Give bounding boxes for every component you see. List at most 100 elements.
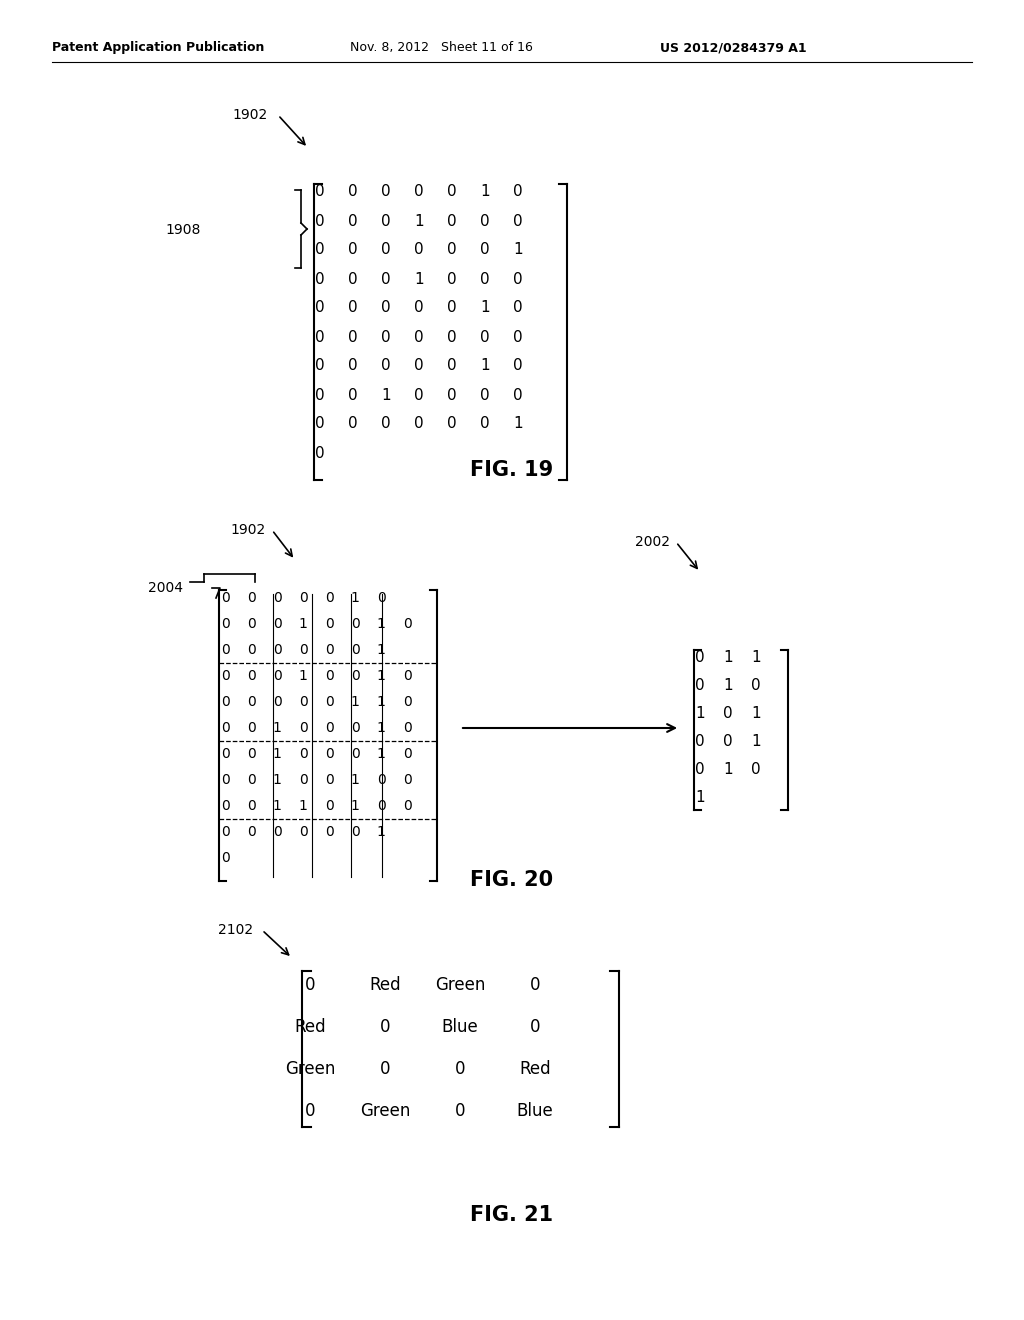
Text: 1: 1	[480, 359, 489, 374]
Text: 1: 1	[272, 747, 282, 762]
Text: 0: 0	[695, 734, 705, 750]
Text: 0: 0	[325, 616, 334, 631]
Text: 0: 0	[447, 417, 457, 432]
Text: 0: 0	[299, 825, 307, 840]
Text: 0: 0	[348, 388, 357, 403]
Text: 0: 0	[272, 591, 282, 605]
Text: 0: 0	[315, 301, 325, 315]
Text: 1: 1	[350, 774, 359, 787]
Text: 1: 1	[350, 799, 359, 813]
Text: 0: 0	[247, 669, 255, 682]
Text: 1: 1	[723, 678, 733, 693]
Text: 0: 0	[455, 1102, 465, 1119]
Text: 0: 0	[325, 825, 334, 840]
Text: 1902: 1902	[232, 108, 267, 121]
Text: 0: 0	[723, 734, 733, 750]
Text: FIG. 19: FIG. 19	[470, 459, 554, 480]
Text: 0: 0	[752, 763, 761, 777]
Text: 0: 0	[315, 243, 325, 257]
Text: 0: 0	[220, 643, 229, 657]
Text: 1: 1	[299, 799, 307, 813]
Text: 0: 0	[305, 1102, 315, 1119]
Text: 0: 0	[315, 446, 325, 461]
Text: 1: 1	[723, 763, 733, 777]
Text: 1: 1	[695, 706, 705, 722]
Text: 0: 0	[455, 1060, 465, 1078]
Text: 0: 0	[513, 359, 523, 374]
Text: 1: 1	[377, 825, 385, 840]
Text: 0: 0	[529, 1018, 541, 1036]
Text: 0: 0	[299, 747, 307, 762]
Text: 0: 0	[350, 669, 359, 682]
Text: 1: 1	[350, 591, 359, 605]
Text: 0: 0	[414, 301, 424, 315]
Text: 0: 0	[247, 774, 255, 787]
Text: 1: 1	[513, 417, 523, 432]
Text: 0: 0	[315, 330, 325, 345]
Text: 1: 1	[272, 774, 282, 787]
Text: 0: 0	[402, 696, 412, 709]
Text: 0: 0	[380, 1018, 390, 1036]
Text: 0: 0	[247, 825, 255, 840]
Text: 1: 1	[377, 696, 385, 709]
Text: 0: 0	[247, 696, 255, 709]
Text: Red: Red	[370, 975, 400, 994]
Text: 0: 0	[220, 851, 229, 865]
Text: 0: 0	[447, 243, 457, 257]
Text: Green: Green	[359, 1102, 411, 1119]
Text: 0: 0	[447, 301, 457, 315]
Text: Blue: Blue	[517, 1102, 553, 1119]
Text: 0: 0	[325, 591, 334, 605]
Text: 0: 0	[513, 214, 523, 228]
Text: 0: 0	[325, 799, 334, 813]
Text: 0: 0	[247, 721, 255, 735]
Text: 1: 1	[377, 616, 385, 631]
Text: 0: 0	[220, 616, 229, 631]
Text: 0: 0	[480, 214, 489, 228]
Text: 0: 0	[695, 678, 705, 693]
Text: 0: 0	[325, 774, 334, 787]
Text: 0: 0	[513, 272, 523, 286]
Text: 0: 0	[315, 359, 325, 374]
Text: 1: 1	[752, 651, 761, 665]
Text: 0: 0	[447, 185, 457, 199]
Text: 0: 0	[220, 799, 229, 813]
Text: Patent Application Publication: Patent Application Publication	[52, 41, 264, 54]
Text: 0: 0	[480, 243, 489, 257]
Text: 0: 0	[272, 643, 282, 657]
Text: 0: 0	[723, 706, 733, 722]
Text: Blue: Blue	[441, 1018, 478, 1036]
Text: Red: Red	[294, 1018, 326, 1036]
Text: FIG. 21: FIG. 21	[470, 1205, 554, 1225]
Text: 0: 0	[299, 643, 307, 657]
Text: FIG. 20: FIG. 20	[470, 870, 554, 890]
Text: 0: 0	[529, 975, 541, 994]
Text: 0: 0	[447, 272, 457, 286]
Text: 0: 0	[381, 417, 391, 432]
Text: 0: 0	[348, 243, 357, 257]
Text: 0: 0	[348, 330, 357, 345]
Text: 0: 0	[325, 643, 334, 657]
Text: 1: 1	[513, 243, 523, 257]
Text: 0: 0	[315, 214, 325, 228]
Text: 0: 0	[695, 763, 705, 777]
Text: 0: 0	[272, 696, 282, 709]
Text: 0: 0	[414, 243, 424, 257]
Text: 0: 0	[325, 721, 334, 735]
Text: US 2012/0284379 A1: US 2012/0284379 A1	[660, 41, 807, 54]
Text: 0: 0	[350, 616, 359, 631]
Text: 0: 0	[348, 185, 357, 199]
Text: 0: 0	[220, 696, 229, 709]
Text: 0: 0	[247, 616, 255, 631]
Text: 0: 0	[447, 388, 457, 403]
Text: 0: 0	[315, 185, 325, 199]
Text: 0: 0	[272, 669, 282, 682]
Text: 0: 0	[299, 696, 307, 709]
Text: 0: 0	[220, 747, 229, 762]
Text: 0: 0	[220, 669, 229, 682]
Text: 0: 0	[325, 747, 334, 762]
Text: 0: 0	[350, 643, 359, 657]
Text: 0: 0	[272, 825, 282, 840]
Text: 0: 0	[695, 651, 705, 665]
Text: 0: 0	[402, 721, 412, 735]
